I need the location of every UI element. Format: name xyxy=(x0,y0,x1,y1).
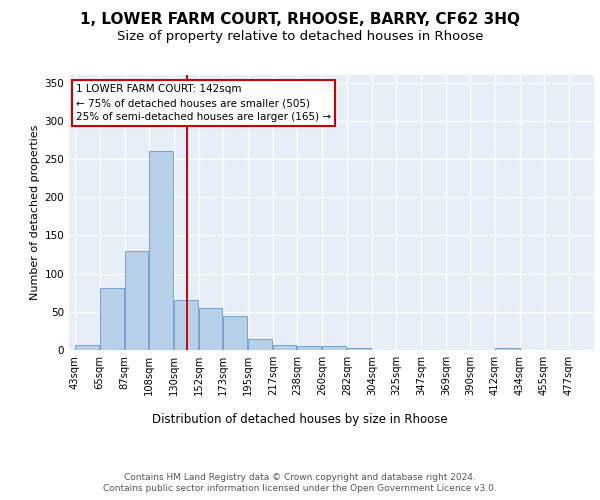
Bar xyxy=(322,346,346,350)
Bar xyxy=(274,346,296,350)
Bar xyxy=(223,316,247,350)
Bar xyxy=(174,300,199,350)
Bar xyxy=(75,346,99,350)
Bar xyxy=(347,348,371,350)
Text: Contains HM Land Registry data © Crown copyright and database right 2024.: Contains HM Land Registry data © Crown c… xyxy=(124,472,476,482)
Text: 1 LOWER FARM COURT: 142sqm
← 75% of detached houses are smaller (505)
25% of sem: 1 LOWER FARM COURT: 142sqm ← 75% of deta… xyxy=(76,84,331,122)
Bar xyxy=(149,150,173,350)
Text: 1, LOWER FARM COURT, RHOOSE, BARRY, CF62 3HQ: 1, LOWER FARM COURT, RHOOSE, BARRY, CF62… xyxy=(80,12,520,28)
Y-axis label: Number of detached properties: Number of detached properties xyxy=(30,125,40,300)
Bar xyxy=(100,288,124,350)
Text: Distribution of detached houses by size in Rhoose: Distribution of detached houses by size … xyxy=(152,412,448,426)
Bar xyxy=(125,250,148,350)
Bar xyxy=(297,346,322,350)
Bar xyxy=(496,348,520,350)
Text: Contains public sector information licensed under the Open Government Licence v3: Contains public sector information licen… xyxy=(103,484,497,493)
Bar xyxy=(199,308,222,350)
Bar xyxy=(248,340,272,350)
Text: Size of property relative to detached houses in Rhoose: Size of property relative to detached ho… xyxy=(117,30,483,43)
